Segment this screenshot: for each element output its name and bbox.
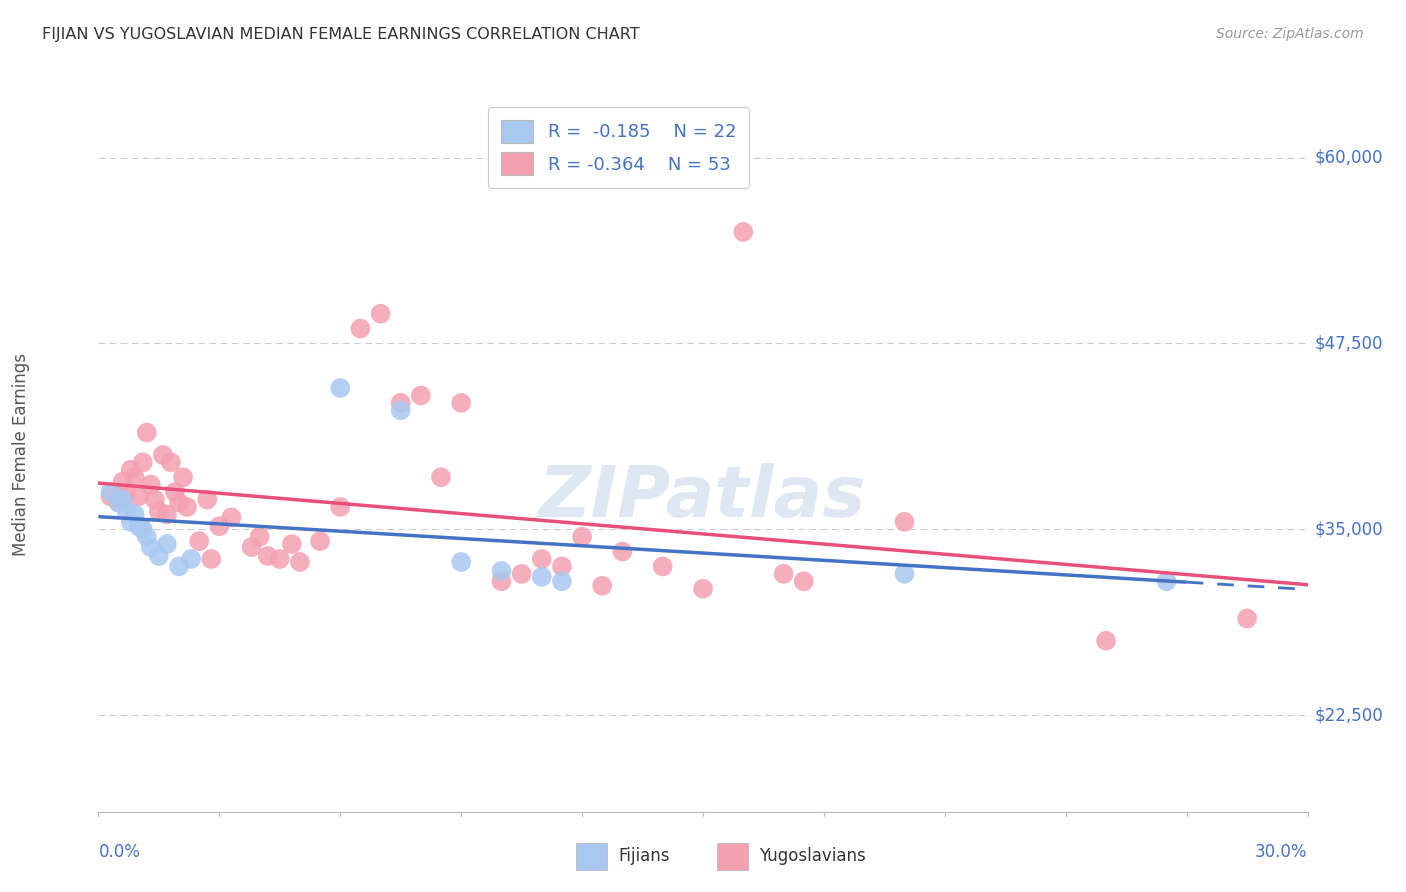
Point xyxy=(389,396,412,410)
Point xyxy=(115,485,138,500)
Point xyxy=(551,559,574,574)
Point xyxy=(450,555,472,569)
Point xyxy=(530,570,553,584)
Point xyxy=(269,552,291,566)
Point xyxy=(152,448,174,462)
Point xyxy=(132,522,155,536)
Point xyxy=(167,559,190,574)
Point xyxy=(120,463,142,477)
Point xyxy=(156,508,179,522)
Point xyxy=(128,519,150,533)
Point xyxy=(288,555,311,569)
Point xyxy=(491,574,513,589)
Point xyxy=(148,504,170,518)
Point xyxy=(188,534,211,549)
Point xyxy=(172,470,194,484)
Point xyxy=(256,549,278,563)
Point xyxy=(139,540,162,554)
Point xyxy=(551,574,574,589)
Text: $22,500: $22,500 xyxy=(1315,706,1384,724)
Point xyxy=(1095,633,1118,648)
Point xyxy=(329,500,352,514)
Point xyxy=(128,490,150,504)
Text: Median Female Earnings: Median Female Earnings xyxy=(13,353,30,557)
Point xyxy=(124,508,146,522)
Point xyxy=(200,552,222,566)
Point xyxy=(510,566,533,581)
Text: Fijians: Fijians xyxy=(619,847,671,865)
Point xyxy=(156,537,179,551)
Point xyxy=(135,530,157,544)
Point xyxy=(612,544,634,558)
Point xyxy=(132,455,155,469)
Point xyxy=(160,455,183,469)
Point xyxy=(409,388,432,402)
Text: 0.0%: 0.0% xyxy=(98,843,141,861)
Point xyxy=(491,564,513,578)
Point xyxy=(772,566,794,581)
Point xyxy=(163,485,186,500)
Point xyxy=(143,492,166,507)
Text: $47,500: $47,500 xyxy=(1315,334,1384,352)
Point xyxy=(430,470,453,484)
Point xyxy=(309,534,332,549)
Point xyxy=(450,396,472,410)
Point xyxy=(692,582,714,596)
Point xyxy=(107,495,129,509)
Point xyxy=(329,381,352,395)
Point xyxy=(793,574,815,589)
Point xyxy=(370,307,392,321)
Text: $35,000: $35,000 xyxy=(1315,520,1384,538)
Text: ZIPatlas: ZIPatlas xyxy=(540,463,866,533)
Point xyxy=(115,504,138,518)
Point xyxy=(100,485,122,500)
Point xyxy=(111,475,134,489)
Point xyxy=(893,566,915,581)
Point xyxy=(571,530,593,544)
Text: Yugoslavians: Yugoslavians xyxy=(759,847,866,865)
Point xyxy=(249,530,271,544)
Point xyxy=(591,579,613,593)
Point xyxy=(167,495,190,509)
Point xyxy=(208,519,231,533)
Text: 30.0%: 30.0% xyxy=(1256,843,1308,861)
Point xyxy=(120,515,142,529)
Point xyxy=(1156,574,1178,589)
Text: Source: ZipAtlas.com: Source: ZipAtlas.com xyxy=(1216,27,1364,41)
Point xyxy=(651,559,673,574)
Point xyxy=(221,510,243,524)
Point xyxy=(530,552,553,566)
Point xyxy=(893,515,915,529)
Point xyxy=(389,403,412,417)
Point xyxy=(349,321,371,335)
Point xyxy=(148,549,170,563)
Point xyxy=(195,492,218,507)
Point xyxy=(100,490,122,504)
Point xyxy=(1236,611,1258,625)
Point xyxy=(139,477,162,491)
Point xyxy=(281,537,304,551)
Point xyxy=(240,540,263,554)
Legend: R =  -0.185    N = 22, R = -0.364    N = 53: R = -0.185 N = 22, R = -0.364 N = 53 xyxy=(488,107,749,188)
Point xyxy=(111,492,134,507)
Text: $60,000: $60,000 xyxy=(1315,149,1384,167)
Point xyxy=(124,470,146,484)
Point xyxy=(180,552,202,566)
Point xyxy=(107,495,129,509)
Point xyxy=(176,500,198,514)
Text: FIJIAN VS YUGOSLAVIAN MEDIAN FEMALE EARNINGS CORRELATION CHART: FIJIAN VS YUGOSLAVIAN MEDIAN FEMALE EARN… xyxy=(42,27,640,42)
Point xyxy=(733,225,755,239)
Point xyxy=(135,425,157,440)
